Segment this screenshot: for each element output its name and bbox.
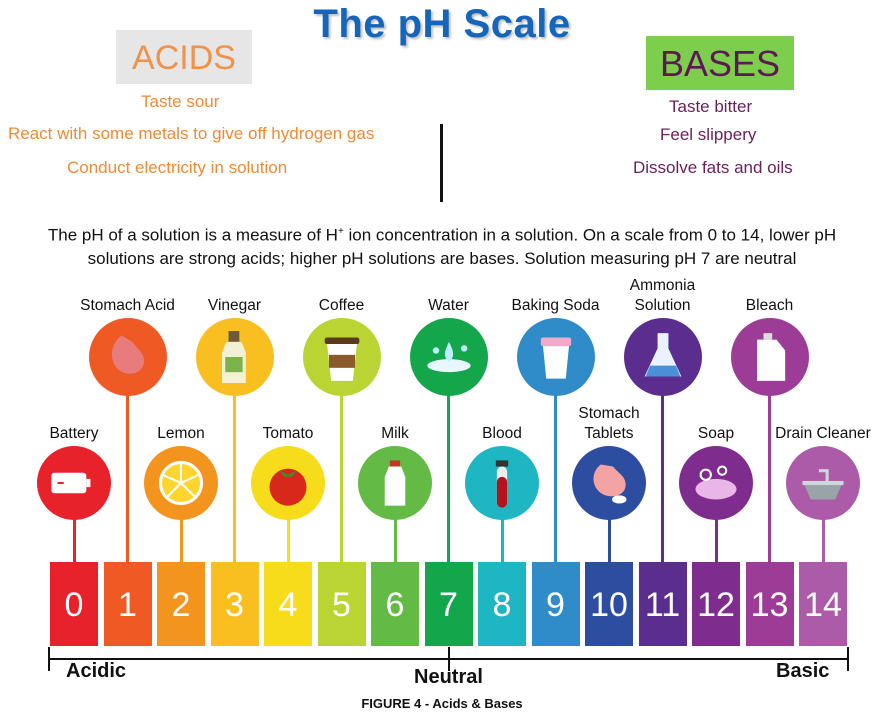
ph-box-0: 0 [50,562,98,646]
example-label-ph-12: Soap [697,425,735,442]
acids-heading-box [116,30,252,84]
page-title: The pH Scale [313,2,571,46]
ph-box-3: 3 [210,562,259,646]
example-label-ph-9: Baking Soda [511,297,600,314]
stem-ph-13 [768,394,771,562]
acid-property: Conduct electricity in solution [67,158,288,177]
example-label-ph-7: Water [428,297,469,314]
acid-property: React with some metals to give off hydro… [8,124,375,143]
stem-ph-9 [554,394,557,562]
ph-description: The pH of a solution is a measure of H+ … [0,220,884,270]
coffee-cup-icon [324,337,359,381]
stem-ph-10 [607,518,611,562]
ph-box-2: 2 [157,562,205,646]
example-label-ph-5: Coffee [318,297,365,314]
stem-ph-2 [179,518,183,562]
ph-box-13: 13 [745,562,794,646]
description-text: The pH of a solution is a measure of H [47,225,338,245]
soap-icon [695,465,737,500]
stem-ph-4 [286,518,290,562]
stem-ph-11 [661,394,664,562]
example-circle-ph-12 [679,446,753,520]
ph-box-4: 4 [264,562,312,646]
description-text: ion concentration in a solution. On a sc… [343,225,837,245]
stem-ph-8 [500,518,504,562]
ph-box-11: 11 [638,562,687,646]
stem-ph-14 [821,518,825,562]
example-circle-ph-10 [572,446,646,520]
blood-tube-icon [495,460,509,508]
baking-soda-icon [540,337,571,379]
example-label-ph-4: Tomato [262,425,314,442]
example-circle-ph-0 [37,446,111,520]
stem-ph-6 [393,518,397,562]
stem-ph-0 [72,518,76,562]
tomato-icon [269,468,307,506]
example-label-ph-10: Stomach Tablets [578,405,640,442]
sink-icon [802,469,844,500]
example-label-ph-13: Bleach [745,297,794,314]
example-label-ph-8: Blood [482,425,522,442]
base-property: Taste bitter [669,97,753,116]
example-circle-ph-1 [88,318,167,396]
ph-box-5: 5 [317,562,366,646]
bleach-jug-icon [756,333,785,381]
milk-bottle-icon [384,460,406,506]
ph-box-1: 1 [103,562,152,646]
bases-heading-box [646,36,794,90]
ph-box-8: 8 [478,562,526,646]
acid-property: Taste sour [141,92,220,111]
example-circle-ph-11 [623,318,702,396]
water-splash-icon [426,341,471,373]
stem-ph-12 [714,518,718,562]
stem-ph-5 [340,394,343,562]
example-circle-ph-8 [465,446,539,520]
neutral-label: Neutral [414,666,483,688]
example-label-ph-3: Vinegar [207,297,262,314]
example-label-ph-6: Milk [381,425,409,442]
scale-tick-left [48,647,50,671]
description-superscript: + [337,226,344,237]
example-circle-ph-6 [358,446,432,520]
example-label-ph-0: Battery [49,425,99,442]
flask-icon [644,333,681,377]
stem-ph-7 [447,394,450,562]
ph-box-12: 12 [692,562,740,646]
acidic-label: Acidic [66,660,127,682]
example-circle-ph-3 [195,318,274,396]
example-circle-ph-5 [302,318,381,396]
acids-heading: ACIDS [132,39,236,77]
base-property: Feel slippery [660,125,757,144]
ph-box-14: 14 [799,562,847,646]
ph-box-9: 9 [531,562,580,646]
example-circle-ph-7 [409,318,488,396]
stomach-tablet-icon [593,464,627,504]
vinegar-bottle-icon [221,331,246,383]
battery-icon [51,472,91,494]
example-label-ph-14: Drain Cleaner [775,425,871,442]
example-circle-ph-2 [144,446,218,520]
base-property: Dissolve fats and oils [633,158,793,177]
lemon-icon [158,460,204,506]
ph-box-6: 6 [371,562,419,646]
example-label-ph-11: Ammonia Solution [629,277,696,314]
scale-tick-right [847,647,849,671]
example-circle-ph-13 [730,318,809,396]
basic-label: Basic [776,660,830,682]
example-circle-ph-14 [786,446,860,520]
example-label-ph-1: Stomach Acid [80,297,175,314]
description-text: solutions are strong acids; higher pH so… [87,248,797,268]
example-label-ph-2: Lemon [157,425,205,442]
acids-bases-divider [440,124,443,202]
ph-box-10: 10 [585,562,633,646]
scale-tick-center [448,647,450,671]
figure-caption: FIGURE 4 - Acids & Bases [361,696,523,711]
stem-ph-3 [233,394,236,562]
bases-heading: BASES [659,43,781,84]
ph-box-7: 7 [424,562,473,646]
example-circle-ph-4 [251,446,325,520]
stem-ph-1 [126,394,129,562]
stomach-icon [111,335,144,374]
example-circle-ph-9 [516,318,595,396]
